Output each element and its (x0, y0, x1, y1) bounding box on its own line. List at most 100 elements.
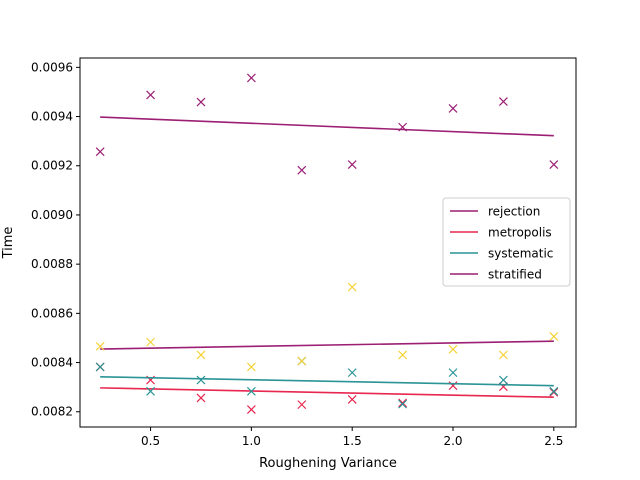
x-axis: 0.5 1.0 1.5 2.0 2.5 (141, 427, 563, 448)
data-point-rejection (297, 165, 307, 175)
data-point-systematic (347, 368, 357, 378)
marker-stroke (146, 90, 155, 100)
legend: rejection metropolis systematic stratified (442, 197, 571, 287)
marker-stroke (146, 386, 155, 396)
y-tick-label: 0.0088 (31, 257, 73, 271)
marker-stroke (398, 122, 408, 132)
marker-stroke (448, 368, 458, 378)
legend-frame (442, 197, 571, 287)
x-tick-label: 2.5 (544, 434, 563, 448)
data-point-systematic (498, 375, 508, 385)
marker-stroke (95, 362, 105, 372)
legend-label-systematic: systematic (488, 247, 553, 261)
y-tick-label: 0.0092 (31, 159, 73, 173)
data-point-systematic (448, 368, 458, 378)
data-point-rejection (146, 90, 155, 100)
x-axis-label: Roughening Variance (259, 456, 397, 471)
y-tick-label: 0.0094 (31, 110, 73, 124)
y-axis: 0.0082 0.0084 0.0086 0.0088 0.0090 0.0092 0.00… (31, 60, 80, 419)
marker-stroke (498, 375, 508, 385)
marker-stroke (297, 356, 307, 366)
data-point-stratified (246, 362, 256, 372)
marker-stroke (95, 341, 105, 351)
data-point-stratified (498, 350, 508, 360)
data-point-rejection (448, 104, 458, 113)
data-point-systematic (146, 386, 155, 396)
data-point-metropolis (246, 405, 256, 414)
marker-stroke (347, 160, 357, 169)
marker-stroke (246, 73, 256, 83)
marker-stroke (196, 375, 206, 385)
x-tick-label: 2.0 (443, 434, 462, 448)
data-point-metropolis (196, 393, 206, 403)
data-point-systematic (246, 386, 256, 396)
marker-stroke (398, 399, 408, 409)
marker-stroke (297, 165, 307, 175)
trend-line-stratified (100, 340, 554, 350)
data-point-rejection (398, 122, 408, 132)
legend-label-metropolis: metropolis (488, 226, 552, 240)
data-point-metropolis (347, 395, 357, 404)
data-point-metropolis (549, 387, 559, 397)
legend-label-stratified: stratified (488, 268, 542, 282)
data-point-systematic (398, 399, 408, 409)
marker-stroke (347, 282, 357, 292)
data-point-stratified (146, 337, 155, 347)
data-point-systematic (549, 386, 559, 396)
data-point-rejection (549, 160, 559, 169)
y-tick-label: 0.0096 (31, 60, 73, 74)
trend-line-metropolis (100, 387, 554, 399)
marker-stroke (95, 147, 105, 157)
data-point-rejection (95, 147, 105, 157)
data-point-stratified (95, 341, 105, 351)
marker-stroke (498, 350, 508, 360)
marker-stroke (549, 332, 559, 341)
data-point-stratified (297, 356, 307, 366)
data-point-rejection (347, 160, 357, 169)
trend-line-systematic (100, 376, 554, 387)
plot-area (95, 73, 559, 414)
x-tick-label: 0.5 (141, 434, 160, 448)
x-tick-label: 1.5 (343, 434, 362, 448)
data-point-metropolis (297, 400, 307, 410)
marker-stroke (347, 395, 357, 404)
data-point-stratified (347, 282, 357, 292)
marker-stroke (297, 400, 307, 410)
marker-stroke (196, 393, 206, 403)
y-tick-label: 0.0082 (31, 405, 73, 419)
data-point-rejection (196, 97, 206, 107)
marker-stroke (549, 387, 559, 397)
data-point-stratified (448, 344, 458, 354)
axes-frame (79, 57, 577, 428)
marker-stroke (398, 398, 408, 408)
data-point-rejection (498, 97, 508, 106)
y-tick-label: 0.0084 (31, 356, 73, 370)
marker-stroke (246, 405, 256, 414)
y-tick-label: 0.0086 (31, 306, 73, 320)
marker-stroke (246, 386, 256, 396)
data-point-systematic (196, 375, 206, 385)
marker-stroke (196, 350, 206, 360)
x-tick-label: 1.0 (242, 434, 261, 448)
marker-stroke (448, 104, 458, 113)
data-point-stratified (398, 350, 408, 360)
marker-stroke (196, 97, 206, 107)
data-point-rejection (246, 73, 256, 83)
marker-stroke (549, 386, 559, 396)
trend-line-rejection (100, 116, 554, 137)
y-tick-label: 0.0090 (31, 208, 73, 222)
y-axis-label: Time (1, 227, 16, 260)
marker-stroke (498, 97, 508, 106)
data-point-systematic (95, 362, 105, 372)
marker-stroke (448, 344, 458, 354)
marker-stroke (398, 350, 408, 360)
marker-stroke (347, 368, 357, 378)
legend-label-rejection: rejection (488, 205, 540, 219)
marker-stroke (246, 362, 256, 372)
marker-stroke (549, 160, 559, 169)
marker-stroke (146, 337, 155, 347)
data-point-metropolis (398, 398, 408, 408)
data-point-stratified (196, 350, 206, 360)
data-point-stratified (549, 332, 559, 341)
